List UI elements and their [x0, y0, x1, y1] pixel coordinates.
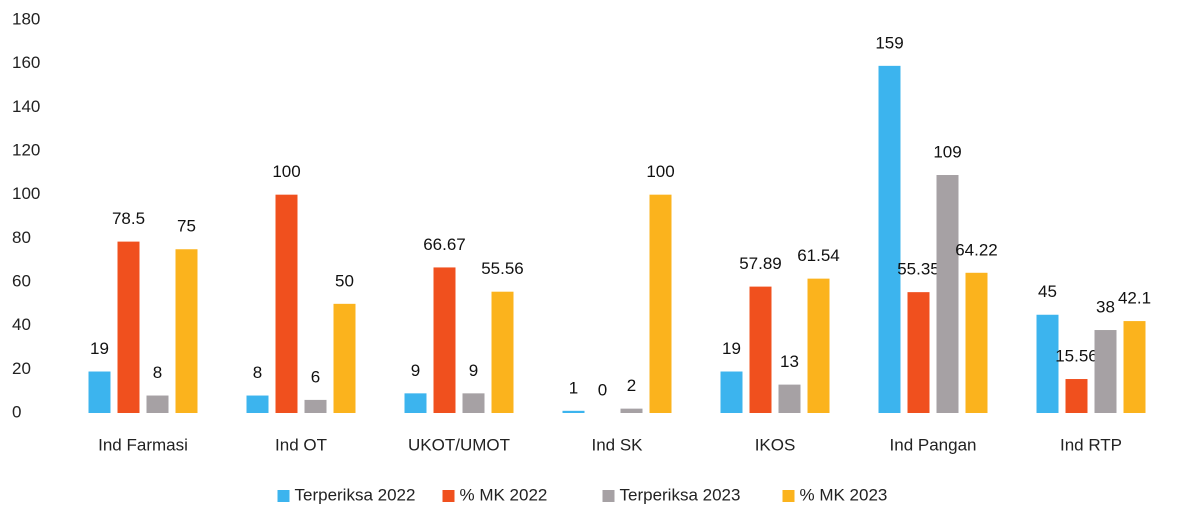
bar [878, 65, 901, 413]
legend-label: % MK 2023 [800, 485, 888, 504]
data-label: 45 [1038, 282, 1057, 301]
y-tick-label: 80 [12, 228, 31, 247]
y-tick-label: 140 [12, 97, 40, 116]
y-tick-label: 60 [12, 271, 31, 290]
legend-swatch [602, 490, 615, 502]
data-label: 100 [272, 162, 300, 181]
y-tick-label: 40 [12, 315, 31, 334]
bar [1123, 321, 1146, 413]
legend-label: % MK 2022 [460, 485, 548, 504]
data-label: 6 [311, 367, 320, 386]
bar [965, 272, 988, 413]
data-label: 0 [598, 380, 607, 399]
data-label: 9 [411, 361, 420, 380]
y-tick-label: 0 [12, 402, 21, 421]
bar [649, 194, 672, 413]
data-label: 159 [875, 33, 903, 52]
x-tick-label: IKOS [755, 435, 796, 454]
data-label: 78.5 [112, 209, 145, 228]
x-tick-label: Ind OT [275, 435, 327, 454]
data-label: 19 [90, 339, 109, 358]
data-label: 50 [335, 271, 354, 290]
bar [1065, 379, 1088, 413]
legend-label: Terperiksa 2022 [295, 485, 416, 504]
x-tick-label: Ind SK [591, 435, 643, 454]
bar [491, 291, 514, 413]
data-label: 75 [177, 217, 196, 236]
data-label: 2 [627, 376, 636, 395]
bar [462, 393, 485, 413]
data-label: 38 [1096, 298, 1115, 317]
bar [175, 249, 198, 413]
bar [1036, 314, 1059, 413]
x-tick-label: Ind Pangan [890, 435, 977, 454]
bar [807, 278, 830, 413]
data-label: 19 [722, 339, 741, 358]
bar [275, 194, 298, 413]
y-tick-label: 160 [12, 53, 40, 72]
data-label: 61.54 [797, 246, 840, 265]
bar [620, 408, 643, 413]
bar [1094, 330, 1117, 413]
bar [778, 384, 801, 413]
data-label: 109 [933, 143, 961, 162]
bar [907, 292, 930, 413]
data-label: 42.1 [1118, 289, 1151, 308]
data-label: 13 [780, 352, 799, 371]
bar [117, 241, 140, 413]
data-label: 57.89 [739, 254, 782, 273]
x-tick-label: Ind Farmasi [98, 435, 188, 454]
legend-swatch [782, 490, 795, 502]
x-tick-label: UKOT/UMOT [408, 435, 510, 454]
bar [333, 303, 356, 413]
bar [246, 395, 269, 413]
legend-label: Terperiksa 2023 [620, 485, 741, 504]
data-label: 15.56 [1055, 347, 1098, 366]
bar [749, 286, 772, 413]
bar [562, 410, 585, 413]
data-label: 9 [469, 361, 478, 380]
y-tick-label: 20 [12, 359, 31, 378]
y-tick-label: 100 [12, 184, 40, 203]
legend-swatch [442, 490, 455, 502]
bar [88, 371, 111, 413]
data-label: 1 [569, 378, 578, 397]
x-tick-label: Ind RTP [1060, 435, 1122, 454]
data-label: 55.35 [897, 260, 940, 279]
bar [433, 267, 456, 413]
bar [720, 371, 743, 413]
data-label: 8 [153, 363, 162, 382]
y-tick-label: 120 [12, 140, 40, 159]
data-label: 55.56 [481, 259, 524, 278]
data-label: 64.22 [955, 240, 998, 259]
bar [146, 395, 169, 413]
bar [404, 393, 427, 413]
data-label: 8 [253, 363, 262, 382]
bar [304, 399, 327, 413]
legend-swatch [277, 490, 290, 502]
y-tick-label: 180 [12, 9, 40, 28]
bar [936, 175, 959, 413]
data-label: 66.67 [423, 235, 466, 254]
data-label: 100 [646, 162, 674, 181]
